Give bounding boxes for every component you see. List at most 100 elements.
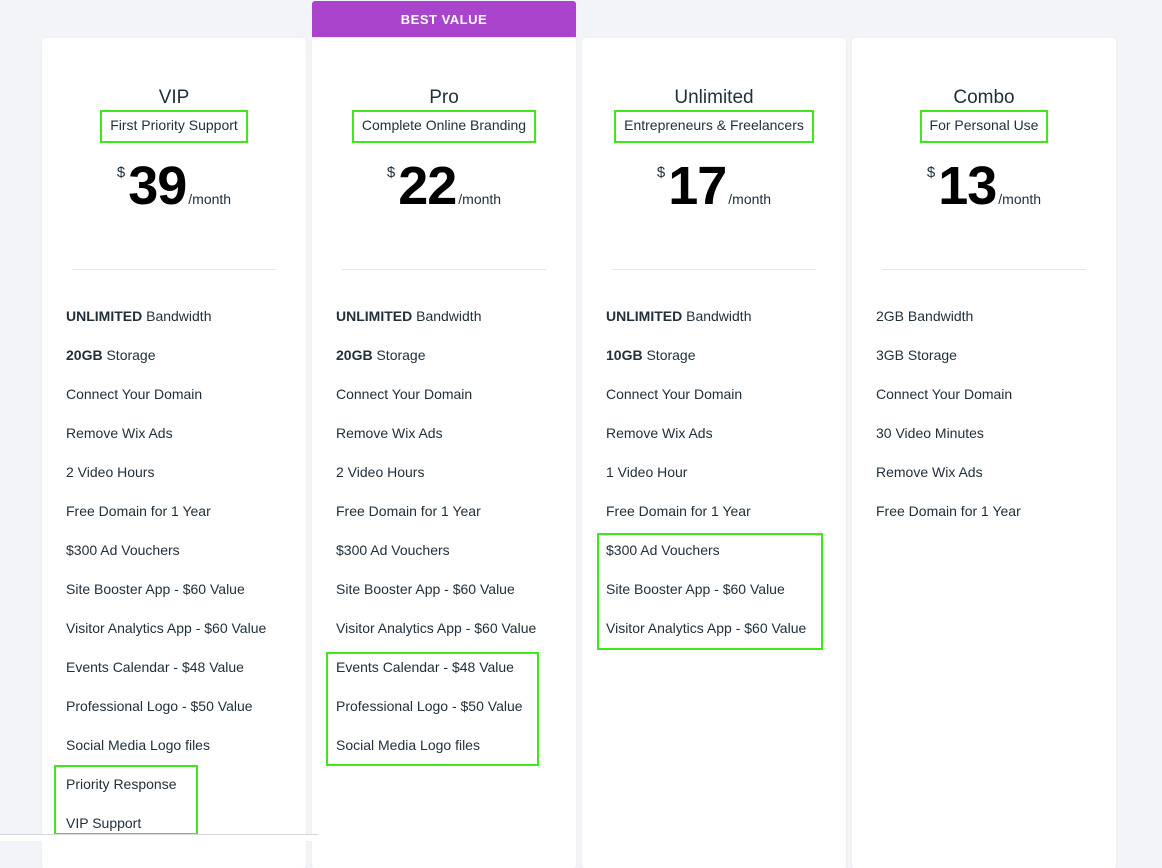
plan-card-vip[interactable]: VIP First Priority Support $39/month UNL… (42, 38, 306, 868)
feature-item: Visitor Analytics App - $60 Value (66, 618, 306, 657)
feature-text: Free Domain for 1 Year (606, 503, 751, 519)
plan-card-unlimited[interactable]: Unlimited Entrepreneurs & Freelancers $1… (582, 38, 846, 868)
feature-item: Remove Wix Ads (66, 423, 306, 462)
feature-text: VIP Support (66, 815, 142, 831)
plan-name: Pro (429, 87, 459, 108)
feature-item: VIP Support (66, 813, 306, 852)
feature-text: Visitor Analytics App - $60 Value (66, 620, 267, 636)
price-period: /month (998, 191, 1042, 207)
feature-item: Connect Your Domain (66, 384, 306, 423)
feature-item: Free Domain for 1 Year (876, 501, 1116, 540)
price-period: /month (188, 191, 232, 207)
feature-text: Social Media Logo files (336, 737, 480, 753)
feature-text: Remove Wix Ads (336, 425, 443, 441)
feature-item: Connect Your Domain (336, 384, 576, 423)
feature-text: Connect Your Domain (336, 386, 473, 402)
feature-text: Events Calendar - $48 Value (336, 659, 514, 675)
feature-text: Visitor Analytics App - $60 Value (606, 620, 807, 636)
feature-highlight: UNLIMITED (606, 308, 683, 324)
plan-tagline: For Personal Use (919, 110, 1049, 143)
divider (342, 269, 546, 270)
price-amount: 39 (128, 156, 187, 216)
feature-item: UNLIMITED Bandwidth (66, 306, 306, 345)
feature-item: UNLIMITED Bandwidth (336, 306, 576, 345)
feature-text: Site Booster App - $60 Value (336, 581, 515, 597)
highlight-box-vip-extras (54, 765, 198, 835)
feature-text: Remove Wix Ads (606, 425, 713, 441)
feature-item: 20GB Storage (66, 345, 306, 384)
horizontal-scrollbar[interactable] (0, 834, 318, 841)
highlight-box-pro-extras (326, 652, 539, 766)
feature-list: UNLIMITED Bandwidth 20GB Storage Connect Y… (336, 306, 576, 774)
feature-item: Free Domain for 1 Year (336, 501, 576, 540)
feature-highlight: 10GB (606, 347, 643, 363)
feature-item: $300 Ad Vouchers (66, 540, 306, 579)
plan-price: $39/month (42, 159, 306, 213)
feature-highlight: 20GB (66, 347, 103, 363)
divider (612, 269, 816, 270)
feature-item: 30 Video Minutes (876, 423, 1116, 462)
feature-text: Remove Wix Ads (66, 425, 173, 441)
feature-text: Free Domain for 1 Year (66, 503, 211, 519)
feature-list: UNLIMITED Bandwidth 10GB Storage Connect Y… (606, 306, 846, 657)
feature-item: Remove Wix Ads (606, 423, 846, 462)
feature-item: Connect Your Domain (876, 384, 1116, 423)
feature-text: $300 Ad Vouchers (606, 542, 720, 558)
feature-text: Free Domain for 1 Year (336, 503, 481, 519)
feature-text: Bandwidth (682, 308, 752, 324)
feature-highlight: UNLIMITED (336, 308, 413, 324)
feature-item: Events Calendar - $48 Value (336, 657, 576, 696)
feature-item: 2 Video Hours (336, 462, 576, 501)
feature-text: Professional Logo - $50 Value (336, 698, 523, 714)
feature-highlight: 20GB (336, 347, 373, 363)
highlight-box-unlimited-extras (597, 533, 823, 650)
feature-text: Bandwidth (142, 308, 212, 324)
feature-item: 1 Video Hour (606, 462, 846, 501)
feature-item: 2 Video Hours (66, 462, 306, 501)
plan-tagline: Complete Online Branding (351, 110, 537, 143)
feature-text: Connect Your Domain (606, 386, 743, 402)
feature-text: Storage (102, 347, 156, 363)
plan-tagline: First Priority Support (100, 110, 248, 143)
feature-item: Remove Wix Ads (336, 423, 576, 462)
feature-text: Bandwidth (412, 308, 482, 324)
feature-text: Connect Your Domain (66, 386, 203, 402)
plan-tagline: Entrepreneurs & Freelancers (614, 110, 814, 143)
feature-item: Priority Response (66, 774, 306, 813)
feature-item: Site Booster App - $60 Value (336, 579, 576, 618)
plan-price: $13/month (852, 159, 1116, 213)
price-amount: 17 (668, 156, 727, 216)
feature-text: 30 Video Minutes (876, 425, 984, 441)
feature-item: Professional Logo - $50 Value (66, 696, 306, 735)
feature-text: Site Booster App - $60 Value (606, 581, 785, 597)
feature-text: Priority Response (66, 776, 177, 792)
feature-item: Visitor Analytics App - $60 Value (336, 618, 576, 657)
feature-item: 20GB Storage (336, 345, 576, 384)
feature-item: $300 Ad Vouchers (336, 540, 576, 579)
plan-name: VIP (158, 87, 190, 108)
price-period: /month (728, 191, 772, 207)
plan-card-pro[interactable]: Pro Complete Online Branding $22/month U… (312, 38, 576, 868)
currency-symbol: $ (116, 164, 126, 181)
divider (72, 269, 276, 270)
feature-item: Remove Wix Ads (876, 462, 1116, 501)
feature-text: Social Media Logo files (66, 737, 210, 753)
feature-list: 2GB Bandwidth 3GB Storage Connect Your Dom… (876, 306, 1116, 540)
feature-text: $300 Ad Vouchers (336, 542, 450, 558)
currency-symbol: $ (386, 164, 396, 181)
feature-text: 2 Video Hours (66, 464, 155, 480)
feature-list: UNLIMITED Bandwidth 20GB Storage Connect Y… (66, 306, 306, 852)
best-value-label: BEST VALUE (400, 11, 488, 27)
plan-card-combo[interactable]: Combo For Personal Use $13/month 2GB Ban… (852, 38, 1116, 868)
feature-text: Storage (642, 347, 696, 363)
feature-text: $300 Ad Vouchers (66, 542, 180, 558)
feature-item: Site Booster App - $60 Value (66, 579, 306, 618)
feature-item: Site Booster App - $60 Value (606, 579, 846, 618)
feature-item: Social Media Logo files (66, 735, 306, 774)
feature-item: Social Media Logo files (336, 735, 576, 774)
plan-price: $17/month (582, 159, 846, 213)
feature-text: 1 Video Hour (606, 464, 688, 480)
feature-item: Visitor Analytics App - $60 Value (606, 618, 846, 657)
divider (882, 269, 1086, 270)
price-amount: 13 (938, 156, 997, 216)
